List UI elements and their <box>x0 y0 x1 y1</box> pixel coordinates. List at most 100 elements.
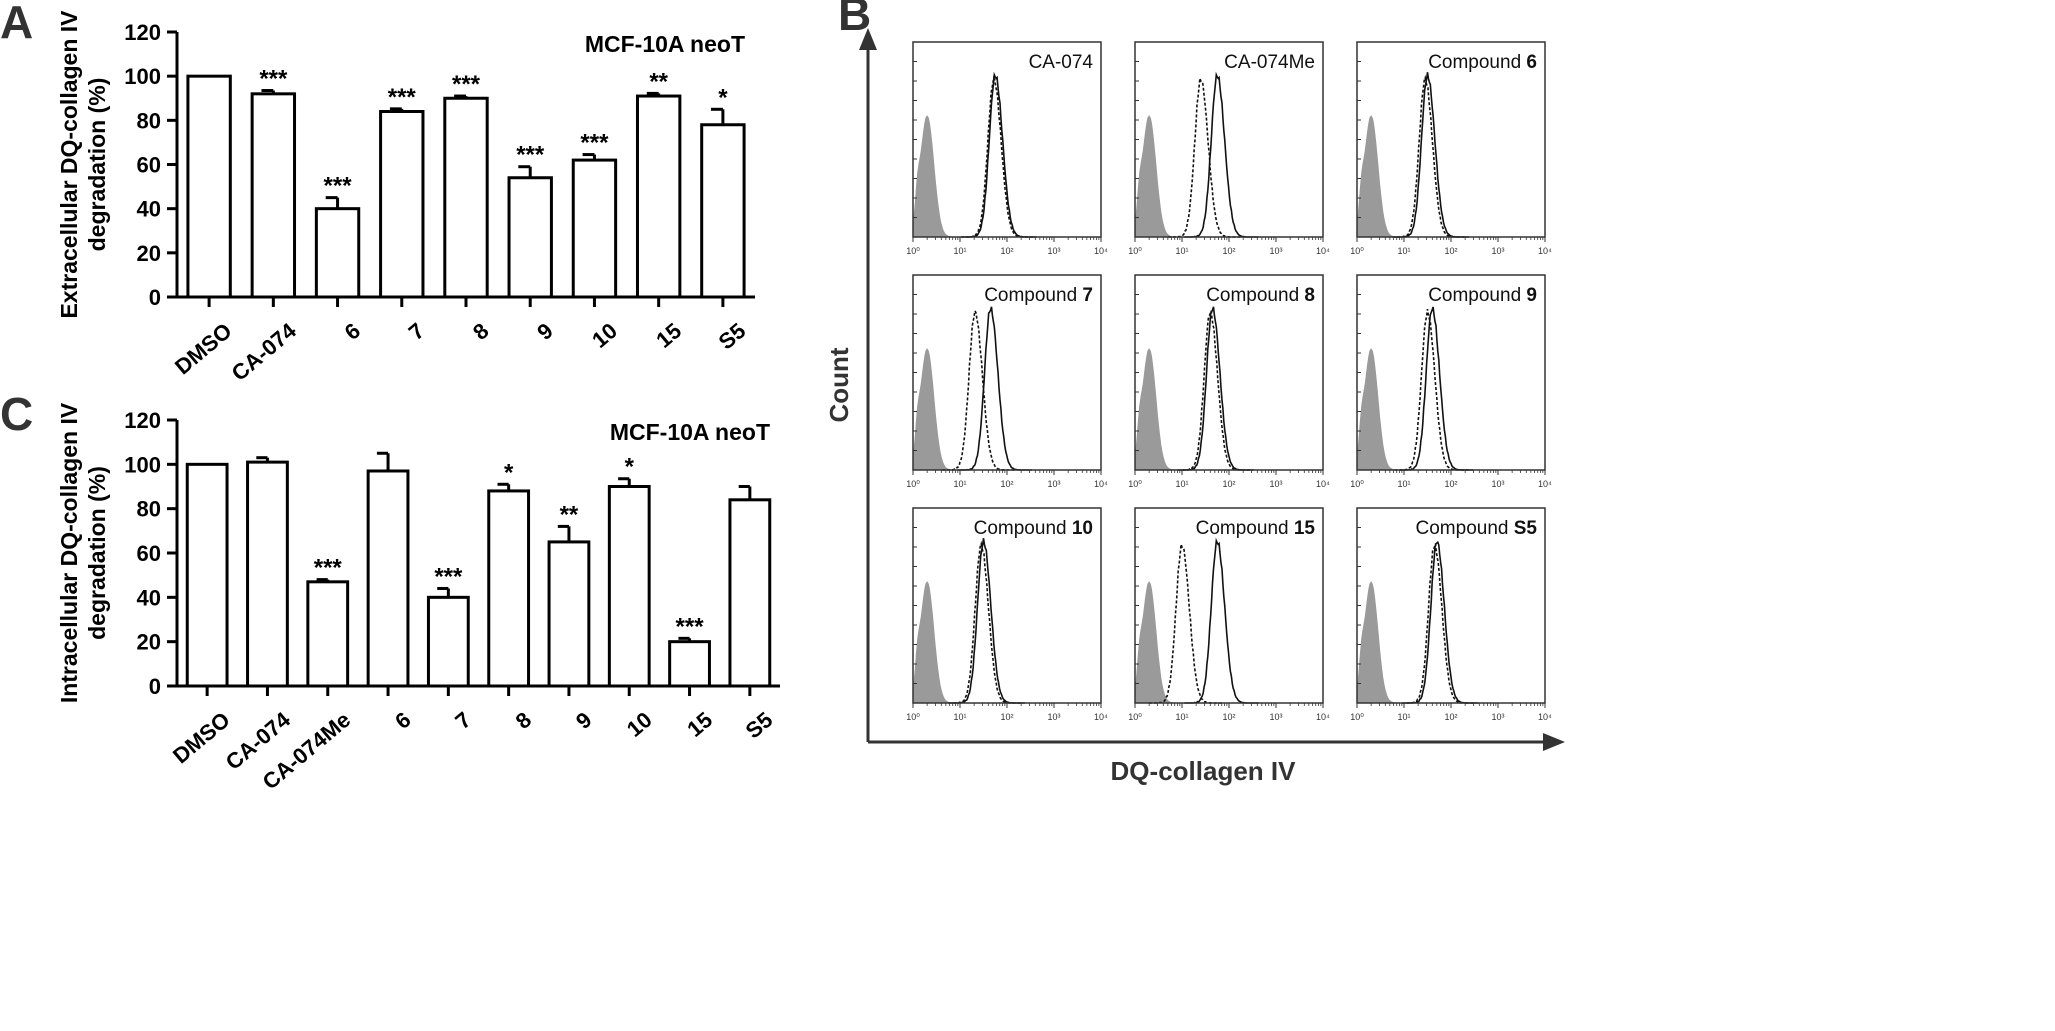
histogram-label-compound: 6 <box>1526 52 1537 73</box>
y-tick-label: 40 <box>137 197 161 222</box>
chart-title: MCF-10A neoT <box>585 31 745 57</box>
x-tick-label: 10⁰ <box>1350 246 1364 256</box>
panel-letter: B <box>838 0 871 40</box>
x-tick-label: 10⁴ <box>1094 712 1108 722</box>
x-tick-label: 10¹ <box>1175 479 1188 489</box>
x-tick-label: 10⁴ <box>1538 246 1552 256</box>
y-tick-label: 0 <box>149 285 161 310</box>
x-tick-label: 10² <box>1222 479 1235 489</box>
histogram-label-text: Compound <box>1428 285 1526 306</box>
y-tick-label: 60 <box>137 541 161 566</box>
x-tick-label: 10¹ <box>1397 712 1410 722</box>
bar <box>668 640 711 688</box>
control-histogram <box>912 348 963 471</box>
control-histogram <box>1356 115 1407 238</box>
chart-b: DQ-collagen IV Count 10⁰ 10¹ 10² 10³ 10⁴ CA-074… <box>824 28 1565 786</box>
panel-letter: A <box>0 0 33 48</box>
histogram-panel: 10⁰ 10¹ 10² 10³ 10⁴ Compound 15 <box>1128 507 1330 722</box>
significance-label: * <box>625 454 635 481</box>
x-tick-label: 10³ <box>1491 712 1504 722</box>
control-histogram <box>912 115 963 238</box>
untreated-histogram <box>1184 71 1259 238</box>
x-tick-label: 8 <box>468 318 493 345</box>
x-axis-arrow <box>1543 733 1565 751</box>
x-tick-label: 10² <box>1444 479 1457 489</box>
histogram-label-compound: 15 <box>1294 518 1316 539</box>
untreated-histogram <box>1394 72 1469 238</box>
histogram-panel: 10⁰ 10¹ 10² 10³ 10⁴ Compound 7 <box>906 274 1108 489</box>
x-tick-label: 10² <box>1000 479 1013 489</box>
treated-histogram <box>1401 543 1476 704</box>
x-tick-label: 10³ <box>1047 479 1060 489</box>
bar <box>426 595 470 688</box>
bar <box>547 540 591 688</box>
x-tick-label: 10³ <box>1491 479 1504 489</box>
x-tick-label: 9 <box>571 707 596 734</box>
chart-a: 0 20 40 60 80 100 120 Extracellular DQ-collagen… <box>56 10 755 386</box>
x-tick-label: 10⁴ <box>1538 479 1552 489</box>
bar <box>379 110 425 299</box>
y-tick-label: 40 <box>137 585 161 610</box>
untreated-histogram <box>1179 306 1254 471</box>
y-tick-label: 80 <box>137 108 161 133</box>
x-tick-label: 10³ <box>1047 712 1060 722</box>
x-tick-label: 10⁴ <box>1316 246 1330 256</box>
x-tick-label: 7 <box>404 318 429 345</box>
histogram-label: CA-074 <box>1029 52 1094 73</box>
histogram-label-text: Compound <box>1416 518 1514 539</box>
x-tick-label: 10² <box>1222 246 1235 256</box>
x-tick-label: 10¹ <box>1397 246 1410 256</box>
bar <box>366 469 410 688</box>
x-tick-label: 15 <box>651 318 686 353</box>
histogram-label-text: Compound <box>1196 518 1294 539</box>
bar <box>635 94 682 299</box>
histogram-label: Compound 15 <box>1196 518 1316 539</box>
x-tick-label: 10⁰ <box>1350 712 1364 722</box>
treated-histogram <box>1394 308 1469 471</box>
histogram-label-text: Compound <box>984 285 1082 306</box>
bar <box>700 123 746 299</box>
significance-label: * <box>504 459 514 486</box>
x-tick-label: DMSO <box>170 318 237 380</box>
x-tick-label: CA-074 <box>227 317 302 385</box>
bar <box>186 74 232 299</box>
x-tick-label: 10⁰ <box>906 479 920 489</box>
bar <box>250 92 297 299</box>
histogram-panel: 10⁰ 10¹ 10² 10³ 10⁴ Compound 10 <box>906 507 1108 722</box>
histogram-label: CA-074Me <box>1224 52 1315 73</box>
x-tick-label: 10² <box>1000 246 1013 256</box>
histogram-label-text: Compound <box>1428 52 1526 73</box>
x-tick-label: 10² <box>1000 712 1013 722</box>
untreated-histogram <box>950 538 1025 704</box>
histogram-label: Compound 7 <box>984 285 1093 306</box>
x-tick-label: 10¹ <box>1175 712 1188 722</box>
histogram-panel: 10⁰ 10¹ 10² 10³ 10⁴ Compound 9 <box>1350 274 1552 489</box>
chart-title: MCF-10A neoT <box>610 419 770 445</box>
x-tick-label: 10³ <box>1269 479 1282 489</box>
histogram-label: Compound S5 <box>1416 518 1538 539</box>
significance-label: *** <box>676 613 705 640</box>
x-tick-label: 6 <box>390 707 415 734</box>
y-axis-label: Extracellular DQ-collagen IV <box>56 10 82 319</box>
y-tick-label: 80 <box>137 497 161 522</box>
histogram-panel: 10⁰ 10¹ 10² 10³ 10⁴ CA-074Me <box>1128 41 1330 256</box>
chart-c: 0 20 40 60 80 100 120 Intracellular DQ-collagen… <box>56 402 780 794</box>
bar <box>314 207 361 299</box>
histogram-label: Compound 10 <box>974 518 1093 539</box>
control-histogram <box>912 581 963 704</box>
y-axis-label: Count <box>824 347 854 422</box>
x-tick-label: 10⁰ <box>1350 479 1364 489</box>
x-tick-label: 10¹ <box>1175 246 1188 256</box>
significance-label: *** <box>324 173 353 200</box>
x-tick-label: 10¹ <box>1397 479 1410 489</box>
treated-histogram <box>1177 310 1252 471</box>
x-tick-label: 10⁴ <box>1094 246 1108 256</box>
x-tick-label: 10¹ <box>953 712 966 722</box>
bar <box>487 489 531 688</box>
x-tick-label: 10³ <box>1491 246 1504 256</box>
histogram-label-compound: S5 <box>1514 518 1538 539</box>
y-axis-label: Intracellular DQ-collagen IV <box>56 402 82 703</box>
histogram-label-compound: 10 <box>1072 518 1093 539</box>
histogram-label: Compound 6 <box>1428 52 1537 73</box>
x-tick-label: S5 <box>714 318 751 354</box>
